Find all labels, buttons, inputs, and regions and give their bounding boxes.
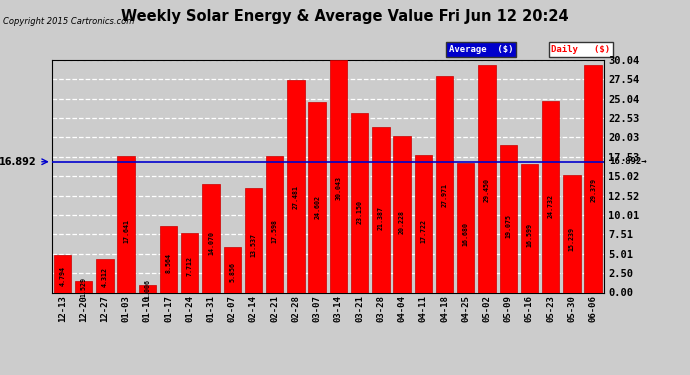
Text: Weekly Solar Energy & Average Value Fri Jun 12 20:24: Weekly Solar Energy & Average Value Fri … [121, 9, 569, 24]
Text: 7.712: 7.712 [187, 256, 193, 276]
Text: 17.722: 17.722 [420, 219, 426, 243]
Text: Copyright 2015 Cartronics.com: Copyright 2015 Cartronics.com [3, 17, 135, 26]
Bar [351, 113, 368, 292]
Text: 16.680: 16.680 [463, 222, 469, 246]
Bar [521, 164, 538, 292]
Bar [542, 101, 560, 292]
Bar [160, 226, 177, 292]
Bar [563, 174, 580, 292]
Bar [478, 64, 495, 292]
Bar [75, 280, 92, 292]
Bar [457, 164, 475, 292]
Text: 27.481: 27.481 [293, 185, 299, 209]
Text: Average  ($): Average ($) [449, 45, 513, 54]
Text: 27.971: 27.971 [442, 183, 448, 207]
Text: 13.537: 13.537 [250, 233, 257, 257]
Bar [117, 156, 135, 292]
Bar [202, 184, 219, 292]
Text: 17.641: 17.641 [123, 219, 129, 243]
Text: 29.379: 29.379 [590, 178, 596, 202]
Bar [96, 259, 114, 292]
Text: 19.075: 19.075 [505, 214, 511, 238]
Text: 30.043: 30.043 [335, 176, 342, 200]
Text: 29.450: 29.450 [484, 178, 490, 202]
Bar [245, 188, 262, 292]
Text: 17.598: 17.598 [272, 219, 277, 243]
Text: 4.312: 4.312 [102, 267, 108, 288]
Text: 15.239: 15.239 [569, 227, 575, 251]
Bar [584, 65, 602, 292]
Bar [54, 255, 71, 292]
Text: 5.856: 5.856 [229, 262, 235, 282]
Text: 23.150: 23.150 [357, 200, 363, 224]
Bar [266, 156, 284, 292]
Text: 20.228: 20.228 [399, 210, 405, 234]
Text: 1.529: 1.529 [81, 277, 87, 297]
Text: 16.892: 16.892 [0, 157, 37, 167]
Bar [415, 155, 432, 292]
Bar [224, 247, 241, 292]
Text: 21.387: 21.387 [378, 206, 384, 230]
Bar [181, 233, 199, 292]
Text: Daily   ($): Daily ($) [551, 45, 611, 54]
Text: 16.599: 16.599 [526, 223, 533, 247]
Text: 24.732: 24.732 [548, 194, 553, 218]
Bar [308, 102, 326, 292]
Text: 16.892→: 16.892→ [609, 157, 647, 166]
Bar [330, 60, 347, 292]
Bar [436, 76, 453, 292]
Text: 8.564: 8.564 [166, 253, 172, 273]
Text: 4.794: 4.794 [59, 266, 66, 286]
Bar [372, 127, 390, 292]
Text: 1.006: 1.006 [144, 279, 150, 299]
Bar [287, 80, 304, 292]
Bar [500, 145, 517, 292]
Bar [139, 285, 156, 292]
Bar [393, 136, 411, 292]
Text: 24.602: 24.602 [314, 195, 320, 219]
Text: 14.070: 14.070 [208, 231, 214, 255]
